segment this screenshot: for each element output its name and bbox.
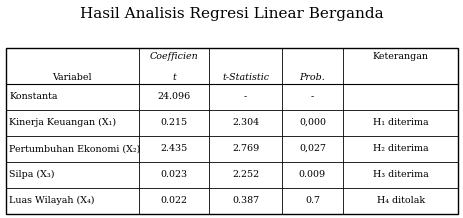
Text: Keterangan: Keterangan xyxy=(372,52,428,61)
Text: -: - xyxy=(244,92,247,101)
Text: H₄ ditolak: H₄ ditolak xyxy=(376,196,424,205)
Text: 0,000: 0,000 xyxy=(298,118,325,127)
Text: H₃ diterima: H₃ diterima xyxy=(372,170,428,179)
Text: 0.7: 0.7 xyxy=(304,196,319,205)
Text: H₂ diterima: H₂ diterima xyxy=(372,144,428,153)
Text: Konstanta: Konstanta xyxy=(9,92,58,101)
Text: 2.769: 2.769 xyxy=(232,144,259,153)
Text: Kinerja Keuangan (X₁): Kinerja Keuangan (X₁) xyxy=(9,118,116,127)
Text: Prob.: Prob. xyxy=(299,73,325,82)
Text: 2.252: 2.252 xyxy=(232,170,259,179)
Text: 2.304: 2.304 xyxy=(232,118,259,127)
Text: Silpa (X₃): Silpa (X₃) xyxy=(9,170,55,179)
Text: t-Statistic: t-Statistic xyxy=(221,73,269,82)
Text: Hasil Analisis Regresi Linear Berganda: Hasil Analisis Regresi Linear Berganda xyxy=(80,7,383,20)
Text: 2.435: 2.435 xyxy=(160,144,188,153)
Text: Pertumbuhan Ekonomi (X₂): Pertumbuhan Ekonomi (X₂) xyxy=(9,144,140,153)
Text: H₁ diterima: H₁ diterima xyxy=(372,118,428,127)
Text: -: - xyxy=(310,92,313,101)
Text: Coefficien: Coefficien xyxy=(150,52,198,61)
Text: Luas Wilayah (X₄): Luas Wilayah (X₄) xyxy=(9,196,94,205)
Text: 0.022: 0.022 xyxy=(160,196,188,205)
Text: 0.387: 0.387 xyxy=(232,196,259,205)
Text: 0,027: 0,027 xyxy=(298,144,325,153)
Text: 0.009: 0.009 xyxy=(298,170,325,179)
Bar xyxy=(6,48,457,214)
Text: 0.023: 0.023 xyxy=(160,170,188,179)
Text: t: t xyxy=(172,73,176,82)
Text: 24.096: 24.096 xyxy=(157,92,190,101)
Text: Variabel: Variabel xyxy=(52,73,92,82)
Text: 0.215: 0.215 xyxy=(160,118,188,127)
